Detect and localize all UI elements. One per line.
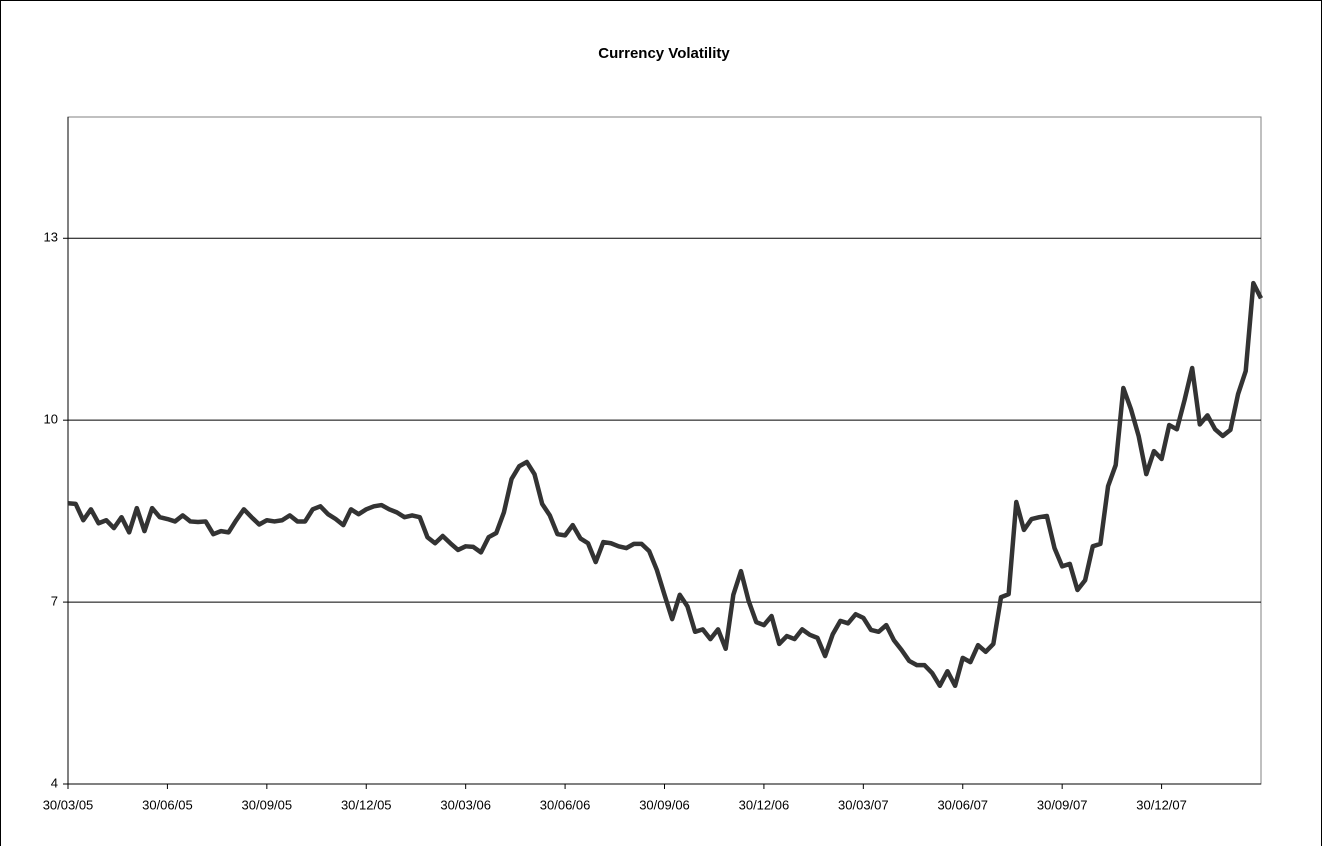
x-tick-label: 30/12/07 bbox=[1136, 797, 1187, 812]
y-tick-label: 13 bbox=[44, 230, 58, 245]
x-tick-label: 30/12/06 bbox=[739, 797, 790, 812]
data-line bbox=[67, 280, 1264, 689]
x-tick-label: 30/09/06 bbox=[639, 797, 690, 812]
y-tick-label: 7 bbox=[51, 594, 58, 609]
y-tick-label: 4 bbox=[51, 775, 58, 790]
x-tick-label: 30/06/05 bbox=[142, 797, 193, 812]
x-tick-label: 30/03/05 bbox=[43, 797, 94, 812]
x-tick-label: 30/03/07 bbox=[838, 797, 889, 812]
x-tick-label: 30/06/07 bbox=[937, 797, 988, 812]
x-tick-label: 30/03/06 bbox=[440, 797, 491, 812]
x-tick-label: 30/12/05 bbox=[341, 797, 392, 812]
x-tick-label: 30/09/05 bbox=[242, 797, 293, 812]
chart-title: Currency Volatility bbox=[598, 45, 730, 62]
y-tick-label: 10 bbox=[44, 412, 58, 427]
plot-area bbox=[67, 116, 1262, 785]
x-tick-label: 30/09/07 bbox=[1037, 797, 1088, 812]
x-tick-label: 30/06/06 bbox=[540, 797, 591, 812]
